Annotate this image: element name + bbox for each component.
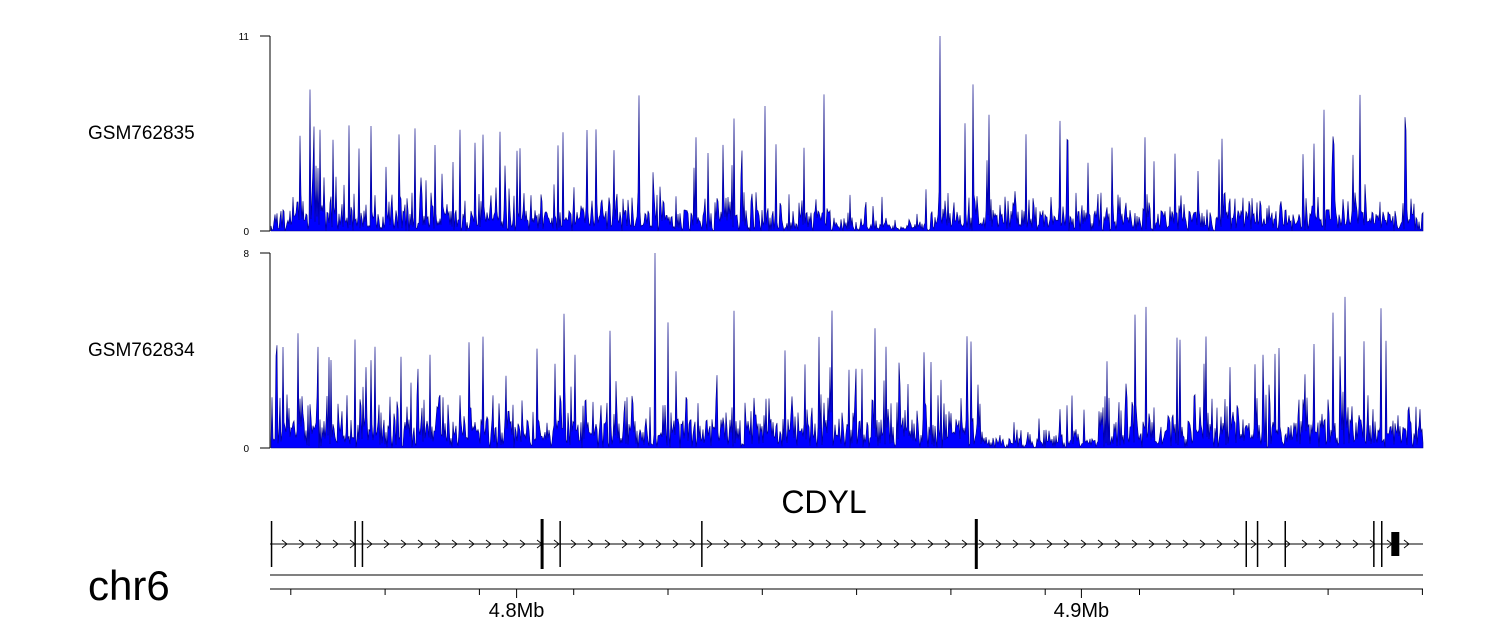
strand-arrow	[859, 539, 866, 549]
strand-arrow	[366, 539, 373, 549]
strand-arrow	[808, 539, 815, 549]
strand-arrow	[1284, 539, 1291, 549]
coverage-track-1: GSM762835 11 0	[88, 32, 1424, 238]
strand-arrow	[1182, 539, 1189, 549]
strand-arrow	[1335, 539, 1342, 549]
strand-arrow	[1216, 539, 1223, 549]
track-1-coverage-area	[270, 35, 1424, 232]
exon	[1245, 521, 1247, 567]
strand-arrow	[689, 539, 696, 549]
strand-arrow	[1318, 539, 1325, 549]
coverage-track-2: GSM762834 8 0	[88, 249, 1424, 455]
gene-model: CDYL	[270, 484, 1423, 569]
strand-arrow	[519, 539, 526, 549]
strand-arrow	[1080, 539, 1087, 549]
strand-arrow	[1165, 539, 1172, 549]
strand-arrow	[1114, 539, 1121, 549]
genomic-axis: chr6 4.8Mb 4.9Mb	[88, 562, 1423, 622]
strand-arrow	[400, 539, 407, 549]
axis-ticks	[290, 589, 1423, 598]
exon	[270, 521, 273, 567]
exon	[1284, 521, 1286, 567]
gene-label: CDYL	[781, 484, 866, 520]
strand-arrow	[281, 539, 288, 549]
strand-arrow	[791, 539, 798, 549]
strand-arrow	[1267, 539, 1274, 549]
strand-arrow	[417, 539, 424, 549]
axis-label-4-9mb: 4.9Mb	[1054, 600, 1110, 622]
strand-arrow	[910, 539, 917, 549]
exon	[1381, 521, 1383, 567]
strand-arrow	[757, 539, 764, 549]
strand-arrow	[332, 539, 339, 549]
strand-arrow	[672, 539, 679, 549]
strand-arrow	[587, 539, 594, 549]
gene-exons	[270, 519, 1400, 569]
exon	[974, 519, 978, 569]
track-1-label: GSM762835	[88, 123, 195, 144]
strand-arrow	[1352, 539, 1359, 549]
strand-arrow	[315, 539, 322, 549]
track-2-max-label: 8	[243, 249, 249, 260]
strand-arrow	[621, 539, 628, 549]
strand-arrow	[485, 539, 492, 549]
strand-arrow	[893, 539, 900, 549]
strand-arrow	[825, 539, 832, 549]
exon	[1256, 521, 1259, 567]
strand-arrow	[740, 539, 747, 549]
strand-arrow	[927, 539, 934, 549]
strand-arrow	[298, 539, 305, 549]
strand-arrow	[995, 539, 1002, 549]
strand-arrow	[451, 539, 458, 549]
strand-arrow	[961, 539, 968, 549]
strand-arrow	[502, 539, 509, 549]
exon	[559, 521, 561, 567]
exon	[361, 521, 364, 567]
strand-arrow	[1369, 539, 1376, 549]
strand-arrow	[1301, 539, 1308, 549]
exon	[701, 521, 703, 567]
strand-arrow	[638, 539, 645, 549]
axis-label-4-8mb: 4.8Mb	[489, 600, 545, 622]
strand-arrow	[774, 539, 781, 549]
strand-arrows	[281, 539, 1410, 549]
strand-arrow	[1148, 539, 1155, 549]
track-1-max-label: 11	[239, 32, 250, 43]
exon	[354, 521, 356, 567]
track-2-label: GSM762834	[88, 340, 195, 361]
strand-arrow	[1250, 539, 1257, 549]
strand-arrow	[876, 539, 883, 549]
chromosome-label: chr6	[88, 562, 170, 609]
strand-arrow	[1131, 539, 1138, 549]
strand-arrow	[1403, 539, 1410, 549]
strand-arrow	[723, 539, 730, 549]
strand-arrow	[1012, 539, 1019, 549]
strand-arrow	[842, 539, 849, 549]
strand-arrow	[1233, 539, 1240, 549]
strand-arrow	[434, 539, 441, 549]
track-1-zero-label: 0	[243, 227, 249, 238]
strand-arrow	[604, 539, 611, 549]
strand-arrow	[706, 539, 713, 549]
strand-arrow	[383, 539, 390, 549]
exon	[1391, 532, 1400, 556]
track-2-coverage-area	[270, 252, 1424, 449]
strand-arrow	[553, 539, 560, 549]
strand-arrow	[468, 539, 475, 549]
strand-arrow	[570, 539, 577, 549]
strand-arrow	[1029, 539, 1036, 549]
strand-arrow	[944, 539, 951, 549]
exon	[1373, 521, 1375, 567]
strand-arrow	[1046, 539, 1053, 549]
strand-arrow	[1199, 539, 1206, 549]
strand-arrow	[978, 539, 985, 549]
strand-arrow	[1063, 539, 1070, 549]
strand-arrow	[655, 539, 662, 549]
strand-arrow	[1097, 539, 1104, 549]
exon	[540, 519, 544, 569]
track-2-zero-label: 0	[243, 444, 249, 455]
